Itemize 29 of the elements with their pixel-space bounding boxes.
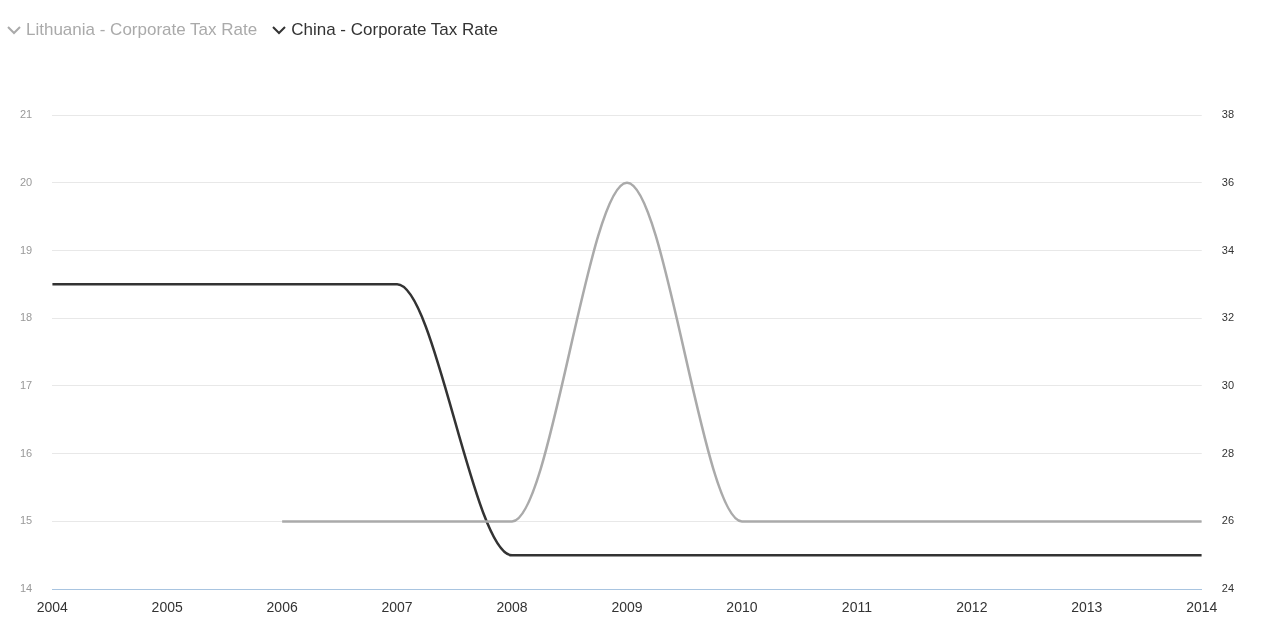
y-tick-label: 14 xyxy=(19,582,33,595)
y-tick-label: 21 xyxy=(19,108,33,121)
x-tick-label: 2011 xyxy=(841,599,873,616)
x-tick-label: 2012 xyxy=(956,599,988,616)
x-tick-label: 2005 xyxy=(151,599,183,616)
x-tick-label: 2010 xyxy=(726,599,758,616)
x-tick-label: 2014 xyxy=(1186,599,1218,616)
x-tick-label: 2009 xyxy=(611,599,643,616)
y-tick-label: 17 xyxy=(19,379,33,391)
y-tick-label: 16 xyxy=(19,446,33,459)
x-tick-label: 2004 xyxy=(36,599,69,616)
x-tick-label: 2007 xyxy=(381,599,413,616)
legend-label: Lithuania - Corporate Tax Rate xyxy=(26,20,258,40)
y-tick-label: 19 xyxy=(19,243,33,256)
y2-tick-label: 32 xyxy=(1221,311,1235,324)
y-tick-label: 18 xyxy=(19,311,33,324)
y2-tick-label: 24 xyxy=(1221,582,1235,595)
y2-tick-label: 30 xyxy=(1221,379,1235,391)
legend-label: China - Corporate Tax Rate xyxy=(291,20,498,40)
y2-tick-label: 26 xyxy=(1221,514,1235,527)
y-tick-label: 20 xyxy=(19,175,33,188)
x-tick-label: 2006 xyxy=(266,599,298,616)
y2-tick-label: 36 xyxy=(1221,175,1235,188)
x-tick-label: 2008 xyxy=(496,599,528,616)
x-tick-label: 2013 xyxy=(1071,599,1103,616)
y2-tick-label: 34 xyxy=(1221,243,1235,256)
y2-tick-label: 28 xyxy=(1221,446,1235,459)
y-tick-label: 15 xyxy=(19,514,33,527)
y2-tick-label: 38 xyxy=(1221,108,1235,121)
